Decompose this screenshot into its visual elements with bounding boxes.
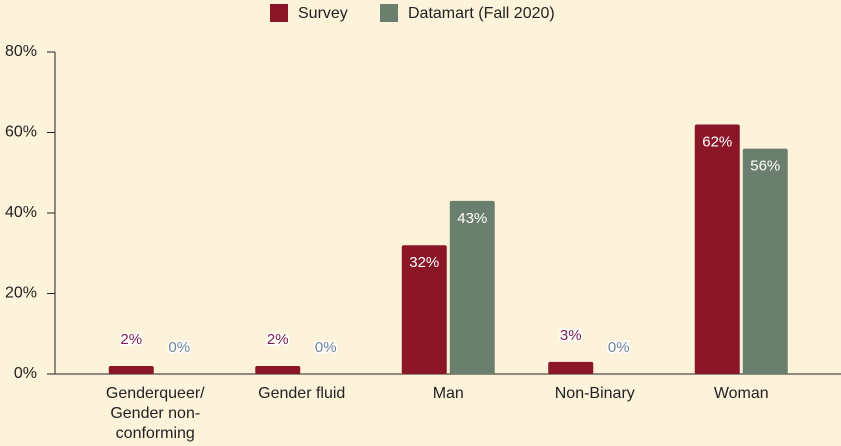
data-label: 2% — [267, 331, 289, 348]
y-tick-label: 40% — [5, 204, 37, 221]
y-tick-label: 20% — [5, 285, 37, 302]
data-label: 62% — [702, 133, 732, 150]
data-label: 43% — [457, 210, 487, 227]
legend-swatch — [270, 4, 288, 22]
y-tick-label: 80% — [5, 43, 37, 60]
data-label: 32% — [409, 254, 439, 271]
bar — [548, 361, 594, 374]
bar — [401, 245, 447, 374]
bar — [694, 124, 740, 374]
data-label: 0% — [608, 339, 630, 356]
bar — [108, 365, 154, 374]
bar — [742, 148, 788, 374]
bar — [255, 365, 301, 374]
x-tick-label: Woman — [713, 385, 769, 402]
x-tick-label: Genderqueer/ Gender non-conforming — [105, 385, 205, 442]
legend-label: Survey — [298, 5, 348, 22]
legend-swatch — [380, 4, 398, 22]
y-tick-label: 60% — [5, 124, 37, 141]
data-label: 56% — [750, 158, 780, 175]
data-label: 3% — [560, 327, 582, 344]
bar — [449, 200, 495, 374]
x-tick-label: Non-Binary — [554, 385, 635, 402]
legend-label: Datamart (Fall 2020) — [408, 5, 555, 22]
data-label: 0% — [168, 339, 190, 356]
data-label: 2% — [120, 331, 142, 348]
x-tick-label: Gender fluid — [258, 385, 346, 402]
y-tick-label: 0% — [14, 365, 37, 382]
data-label: 0% — [315, 339, 337, 356]
x-tick-label: Man — [432, 385, 464, 402]
